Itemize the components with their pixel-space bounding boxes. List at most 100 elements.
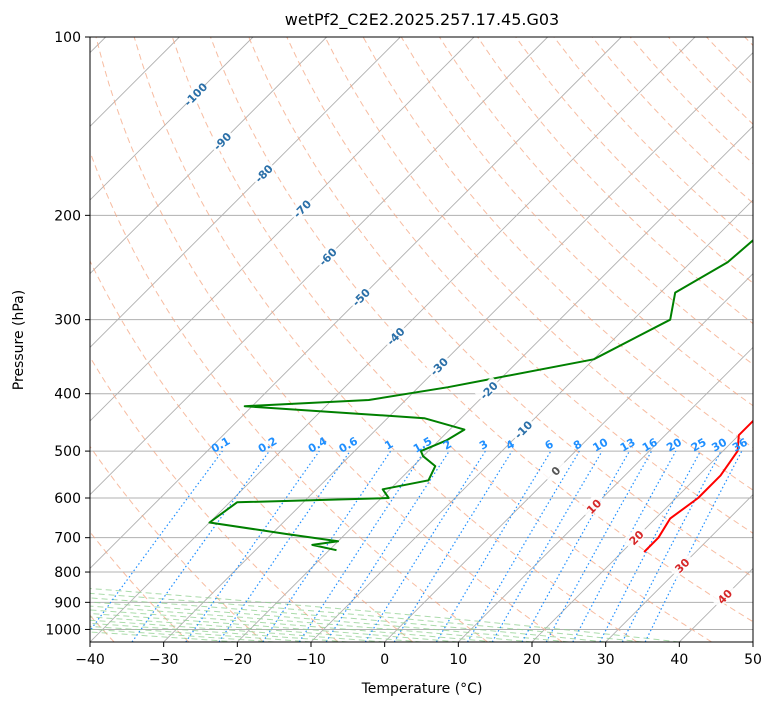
isotherm-label-bg	[541, 456, 568, 483]
mixing-ratio-line	[262, 450, 392, 642]
y-tick-label: 900	[54, 595, 81, 611]
isotherm-line	[384, 273, 753, 642]
isotherm-line	[679, 567, 753, 642]
dry-adiabat	[324, 37, 753, 491]
dry-adiabat	[171, 37, 712, 642]
y-tick-label: 400	[54, 387, 81, 403]
isotherm-label-bg	[622, 523, 649, 550]
mixing-ratio-label: 16	[640, 435, 660, 454]
isotherm-label-bg	[381, 322, 408, 349]
mixing-ratio-line	[435, 450, 552, 642]
isotherm-label-bg	[288, 194, 315, 221]
y-tick-label: 300	[54, 313, 81, 329]
isotherm-line	[605, 494, 753, 642]
mixing-ratio-line	[545, 450, 653, 642]
dry-adiabat	[591, 37, 753, 204]
dry-adiabat	[706, 37, 753, 86]
isotherm-label-bg	[181, 80, 208, 107]
isotherm-line	[531, 420, 753, 642]
x-tick-label: −30	[149, 652, 179, 668]
x-tick-label: −40	[75, 652, 105, 668]
isotherm-label-bg	[668, 551, 695, 578]
x-tick-label: 50	[744, 652, 762, 668]
x-tick-label: −10	[296, 652, 326, 668]
mixing-ratio-line	[185, 450, 320, 642]
dry-adiabat	[515, 37, 753, 284]
moist-adiabat	[90, 622, 348, 642]
y-tick-label: 600	[54, 491, 81, 507]
moist-adiabat	[90, 628, 275, 642]
isotherm-line	[163, 52, 753, 642]
isotherm-line	[90, 37, 401, 348]
moist-adiabat	[90, 605, 533, 642]
isotherm-label-bg	[346, 283, 374, 310]
isotherm-line	[752, 641, 753, 642]
dry-adiabat	[90, 531, 190, 642]
mixing-ratio-line	[131, 450, 270, 642]
mixing-ratio-line	[364, 450, 486, 642]
mixing-ratio-line	[218, 450, 351, 642]
isotherm-line	[458, 346, 753, 642]
isotherm-label-bg	[710, 582, 737, 609]
dry-adiabat	[95, 37, 563, 642]
moist-adiabat	[90, 609, 496, 642]
mixing-ratio-line	[572, 450, 677, 642]
x-tick-label: 40	[670, 652, 688, 668]
mixing-ratio-line	[466, 450, 580, 642]
y-tick-label: 500	[54, 444, 81, 460]
dry-adiabat	[90, 259, 414, 642]
moist-adiabat	[90, 597, 606, 642]
dry-adiabat	[133, 37, 638, 642]
mixing-ratio-label: 1.5	[411, 435, 434, 456]
isotherm-label-bg	[474, 376, 501, 403]
mixing-ratio-label: 10	[591, 435, 611, 454]
plot-frame	[89, 36, 754, 643]
moist-adiabat	[90, 592, 643, 642]
mixing-ratio-line	[298, 450, 425, 642]
dry-adiabat	[248, 37, 753, 578]
x-axis-label: Temperature (°C)	[361, 681, 483, 697]
moist-adiabat	[90, 631, 238, 642]
mixing-ratio-label: 36	[730, 435, 750, 454]
dry-adiabat	[744, 37, 753, 47]
profile-lines	[208, 238, 753, 553]
dry-adiabat	[210, 37, 753, 623]
y-axis-label: Pressure (hPa)	[11, 290, 27, 390]
isotherm-line	[90, 37, 475, 422]
dry-adiabat	[286, 37, 753, 534]
isotherm-label-bg	[579, 492, 606, 519]
y-tick-label: 1000	[45, 622, 81, 638]
line-labels: 0.1 0.2 0.4 0.6 1 1.5 2 3 4 6 8 10 13 16 20 25 30 36-100-…	[181, 80, 750, 609]
mixing-ratio-line	[393, 450, 513, 642]
mixing-ratio-label: 6	[543, 437, 556, 452]
dry-adiabat	[90, 356, 339, 642]
mixing-ratio-label: 0.6	[337, 434, 361, 455]
mixing-ratio-line	[325, 450, 450, 642]
isotherm-label-bg	[313, 242, 340, 269]
dewpoint-profile	[208, 238, 753, 552]
dry-adiabat	[90, 445, 264, 642]
dry-adiabat	[668, 37, 753, 125]
mixing-ratio-label: 1	[382, 438, 395, 453]
moist-adiabat	[90, 619, 385, 642]
mixing-ratio-label: 30	[709, 435, 729, 454]
mixing-ratio-label: 20	[664, 435, 684, 454]
x-tick-label: 10	[449, 652, 467, 668]
isotherm-line	[90, 37, 622, 569]
x-tick-label: 30	[597, 652, 615, 668]
isotherm-label-bg	[208, 127, 235, 154]
dry-adiabat	[553, 37, 753, 244]
x-tick-label: 20	[523, 652, 541, 668]
y-tick-label: 800	[54, 565, 81, 581]
isotherm-line	[90, 37, 548, 496]
mixing-ratio-label: 0.4	[306, 434, 330, 455]
isotherm-label-bg	[249, 159, 276, 186]
dry-adiabat	[477, 37, 753, 325]
mixing-ratio-label: 2	[441, 438, 454, 453]
mixing-ratio-label: 8	[571, 438, 584, 453]
isotherm-label-bg	[424, 352, 452, 379]
y-tick-label: 100	[54, 30, 81, 46]
temperature-profile	[643, 419, 753, 553]
dry-adiabat	[90, 150, 488, 642]
